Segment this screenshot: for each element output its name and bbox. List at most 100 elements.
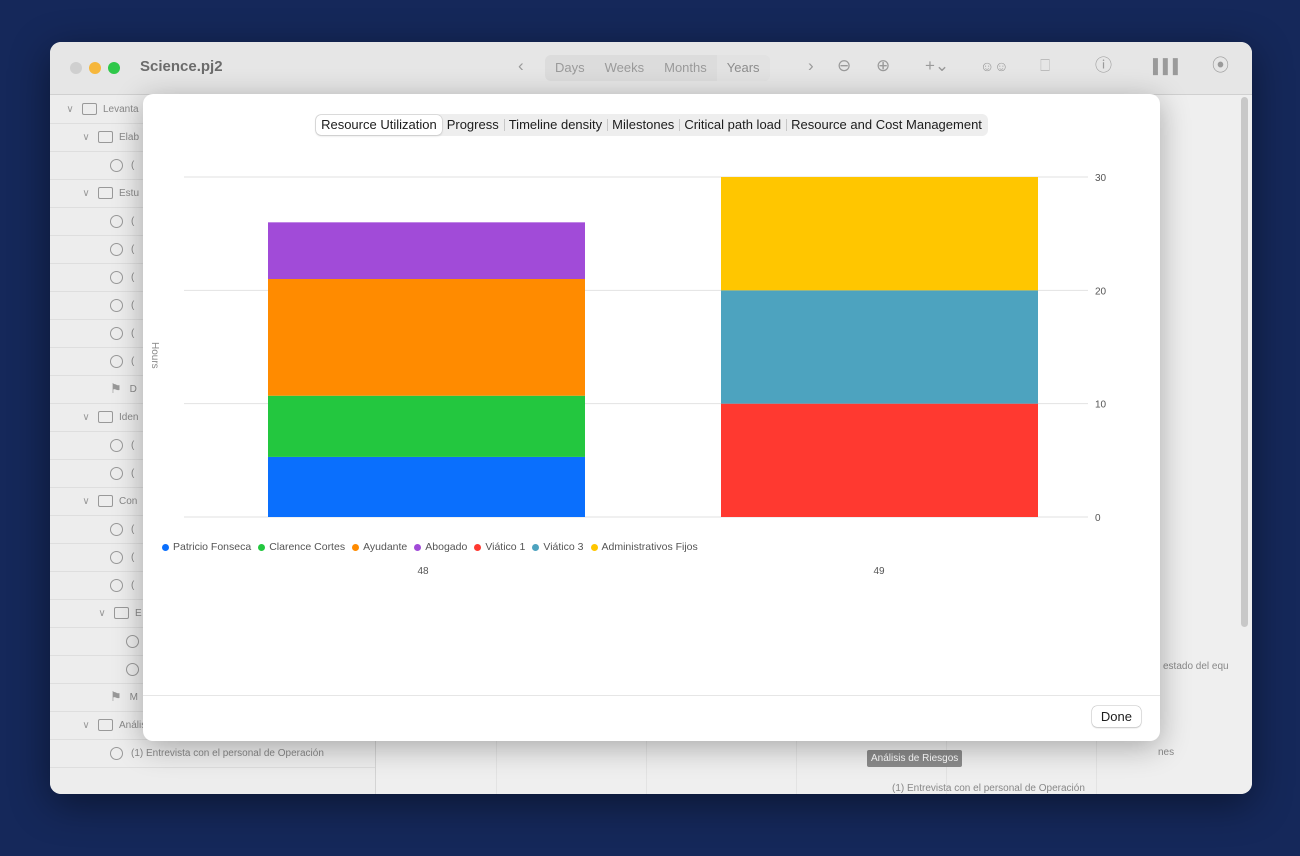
task-checkbox-icon[interactable] bbox=[126, 662, 139, 676]
legend-swatch bbox=[474, 543, 482, 551]
legend-label: Ayudante bbox=[363, 541, 408, 553]
disclosure-chevron-icon[interactable]: ∨ bbox=[82, 719, 90, 731]
bar-segment[interactable] bbox=[721, 403, 1038, 517]
task-checkbox-icon[interactable] bbox=[110, 354, 123, 368]
chevron-left-icon[interactable]: ‹ bbox=[518, 56, 524, 75]
chevron-right-icon[interactable]: › bbox=[808, 56, 814, 75]
flag-icon: ⚑ bbox=[110, 381, 122, 396]
tab-milestones[interactable]: Milestones bbox=[607, 115, 679, 135]
outline-row-label: Estu bbox=[119, 187, 140, 199]
folder-icon bbox=[82, 103, 97, 115]
task-checkbox-icon[interactable] bbox=[110, 298, 123, 312]
legend-label: Clarence Cortes bbox=[269, 541, 346, 553]
outline-row-label: ( bbox=[131, 159, 135, 171]
legend-swatch bbox=[258, 543, 266, 551]
outline-task-row[interactable]: (1) Entrevista con el personal de Operac… bbox=[50, 739, 375, 768]
info-icon[interactable]: ⓘ bbox=[1095, 56, 1112, 75]
tab-resource-cost-management[interactable]: Resource and Cost Management bbox=[786, 115, 987, 135]
outline-row-label: E bbox=[135, 607, 142, 619]
legend-swatch bbox=[162, 543, 169, 551]
legend-swatch bbox=[532, 543, 540, 551]
task-checkbox-icon[interactable] bbox=[110, 158, 123, 172]
legend-swatch bbox=[352, 543, 360, 551]
task-checkbox-icon[interactable] bbox=[110, 438, 123, 452]
folder-icon bbox=[98, 187, 113, 199]
timeline-group-badge[interactable]: Análisis de Riesgos bbox=[867, 750, 963, 767]
chart-sheet: Resource Utilization Progress Timeline d… bbox=[143, 94, 1160, 741]
close-window-button[interactable] bbox=[70, 62, 82, 74]
bar-segment[interactable] bbox=[721, 177, 1038, 291]
minimize-window-button[interactable] bbox=[89, 62, 101, 74]
outline-row-label: ( bbox=[131, 579, 135, 591]
legend-label: Viático 1 bbox=[485, 541, 526, 553]
segment-days[interactable]: Days bbox=[555, 60, 585, 75]
gauge-icon[interactable]: ⦿ bbox=[1212, 56, 1229, 75]
resource-utilization-chart: 0 10 20 30 bbox=[184, 173, 1107, 524]
outline-row-label: ( bbox=[131, 523, 135, 535]
disclosure-chevron-icon[interactable]: ∨ bbox=[82, 495, 90, 507]
outline-row-label: ( bbox=[131, 271, 135, 283]
legend-item: Patricio Fonseca bbox=[162, 541, 251, 553]
task-checkbox-icon[interactable] bbox=[110, 466, 123, 480]
vertical-scrollbar[interactable] bbox=[1241, 97, 1248, 627]
people-icon[interactable]: ☺☺ bbox=[980, 58, 1009, 74]
timeline-task-label: l estado del equ bbox=[1158, 661, 1229, 672]
task-checkbox-icon[interactable] bbox=[110, 270, 123, 284]
add-icon[interactable]: +⌄ bbox=[925, 56, 950, 75]
chart-legend: Patricio Fonseca Clarence Cortes Ayudante A… bbox=[162, 541, 705, 553]
legend-label: Administrativos Fijos bbox=[601, 541, 698, 553]
outline-row-label: ( bbox=[131, 439, 135, 451]
outline-row-label: D bbox=[129, 383, 137, 395]
disclosure-chevron-icon[interactable]: ∨ bbox=[82, 411, 90, 423]
folder-icon bbox=[98, 719, 113, 731]
disclosure-chevron-icon[interactable]: ∨ bbox=[82, 187, 90, 199]
task-checkbox-icon[interactable] bbox=[110, 214, 123, 228]
flag-icon: ⚑ bbox=[110, 689, 122, 704]
disclosure-chevron-icon[interactable]: ∨ bbox=[66, 103, 74, 115]
task-checkbox-icon[interactable] bbox=[110, 242, 123, 256]
zoom-in-icon[interactable]: ⊕ bbox=[876, 56, 891, 75]
legend-swatch bbox=[590, 543, 598, 551]
y-tick-label: 20 bbox=[1095, 286, 1107, 297]
legend-label: Patricio Fonseca bbox=[173, 541, 252, 553]
done-button[interactable]: Done bbox=[1091, 706, 1141, 727]
tab-critical-path-load[interactable]: Critical path load bbox=[679, 115, 786, 135]
task-checkbox-icon[interactable] bbox=[110, 326, 123, 340]
legend-label: Abogado bbox=[425, 541, 468, 553]
y-tick-label: 10 bbox=[1095, 400, 1107, 411]
disclosure-chevron-icon[interactable]: ∨ bbox=[98, 607, 106, 619]
segment-months[interactable]: Months bbox=[664, 60, 707, 75]
bar-segment[interactable] bbox=[268, 222, 585, 279]
zoom-segmented-control: Days Weeks Months Years bbox=[545, 55, 770, 81]
bar-segment[interactable] bbox=[268, 395, 585, 457]
bar-segment[interactable] bbox=[268, 456, 585, 517]
tab-resource-utilization[interactable]: Resource Utilization bbox=[316, 115, 442, 135]
y-axis-label: Hours bbox=[149, 342, 160, 369]
task-checkbox-icon[interactable] bbox=[110, 746, 123, 760]
bar-segment[interactable] bbox=[268, 279, 585, 396]
folder-icon bbox=[98, 131, 113, 143]
timeline-task-label: nes bbox=[1158, 747, 1175, 758]
segment-weeks[interactable]: Weeks bbox=[604, 60, 645, 75]
y-tick-label: 30 bbox=[1095, 173, 1107, 184]
task-checkbox-icon[interactable] bbox=[110, 550, 123, 564]
zoom-out-icon[interactable]: ⊖ bbox=[837, 56, 852, 75]
folder-icon bbox=[98, 495, 113, 507]
outline-row-label: M bbox=[129, 691, 138, 703]
outline-row-label: Iden bbox=[119, 411, 139, 423]
task-checkbox-icon[interactable] bbox=[110, 578, 123, 592]
outline-row-label: ( bbox=[131, 327, 135, 339]
footer-divider bbox=[143, 695, 1160, 696]
chart-icon[interactable]: ▐▐▐ bbox=[1148, 58, 1178, 74]
segment-years[interactable]: Years bbox=[716, 55, 770, 81]
disclosure-chevron-icon[interactable]: ∨ bbox=[82, 131, 90, 143]
task-checkbox-icon[interactable] bbox=[110, 522, 123, 536]
maximize-window-button[interactable] bbox=[108, 62, 120, 74]
bar-segment[interactable] bbox=[721, 290, 1038, 404]
tab-timeline-density[interactable]: Timeline density bbox=[503, 115, 607, 135]
task-checkbox-icon[interactable] bbox=[126, 634, 139, 648]
outline-row-label: ( bbox=[131, 551, 135, 563]
trash-icon[interactable]: ⎕ bbox=[1040, 56, 1051, 75]
tab-progress[interactable]: Progress bbox=[446, 117, 499, 132]
folder-icon bbox=[98, 411, 113, 423]
